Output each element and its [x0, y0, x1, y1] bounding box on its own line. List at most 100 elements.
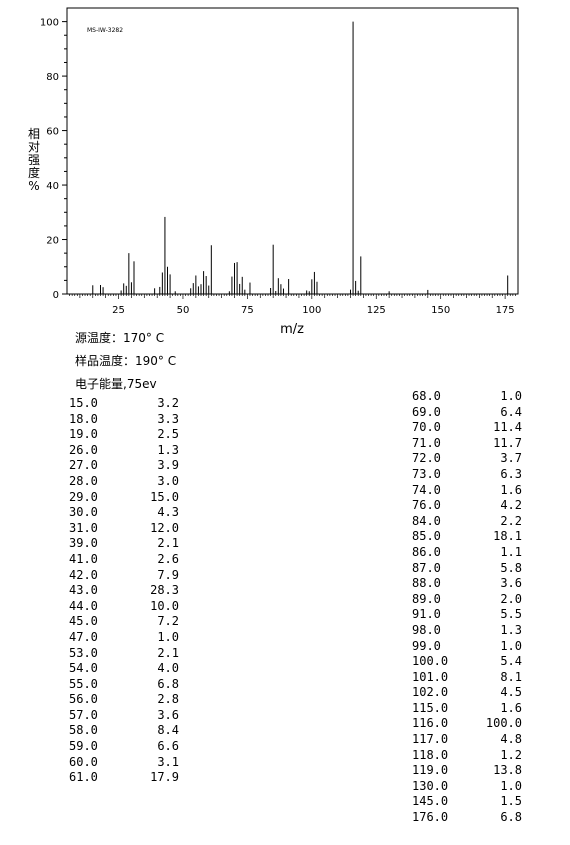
peak-abundance: 6.8	[157, 676, 179, 691]
peak-mz: 54.0	[69, 661, 98, 676]
peak-mz: 53.0	[69, 645, 98, 660]
x-tick-label: 75	[241, 305, 254, 316]
peak-table-right: 68.0 1.0 69.0 6.4 70.0 11.4 71.0 11.7 72.0 3.7 73.…	[412, 389, 522, 826]
peak-abundance: 4.5	[500, 685, 522, 700]
peak-row: 39.0 2.1	[69, 536, 179, 552]
peak-abundance: 1.0	[500, 638, 522, 653]
peak-row: 117.0 4.8	[412, 732, 522, 748]
peak-abundance: 2.5	[157, 427, 179, 442]
peak-abundance: 8.4	[157, 723, 179, 738]
peak-mz: 76.0	[412, 498, 441, 513]
peak-row: 88.0 3.6	[412, 576, 522, 592]
peak-row: 85.0 18.1	[412, 529, 522, 545]
peak-row: 42.0 7.9	[69, 568, 179, 584]
x-tick-label: 25	[112, 305, 125, 316]
peak-mz: 88.0	[412, 576, 441, 591]
x-tick-label: 100	[302, 305, 321, 316]
peak-abundance: 100.0	[485, 716, 522, 731]
peak-abundance: 1.2	[500, 747, 522, 762]
peak-abundance: 8.1	[500, 669, 522, 684]
peak-row: 44.0 10.0	[69, 599, 179, 615]
peak-row: 54.0 4.0	[69, 661, 179, 677]
peak-abundance: 3.2	[157, 396, 179, 410]
peak-abundance: 3.6	[500, 576, 522, 591]
peak-row: 53.0 2.1	[69, 646, 179, 662]
peak-mz: 39.0	[69, 536, 98, 551]
peak-row: 71.0 11.7	[412, 436, 522, 452]
peak-abundance: 1.0	[500, 778, 522, 793]
peak-mz: 130.0	[412, 778, 449, 793]
peak-mz: 176.0	[412, 810, 449, 825]
peak-mz: 60.0	[69, 754, 98, 769]
peak-row: 19.0 2.5	[69, 427, 179, 443]
peak-row: 115.0 1.6	[412, 701, 522, 717]
peak-row: 91.0 5.5	[412, 607, 522, 623]
peak-mz: 47.0	[69, 629, 98, 644]
peak-mz: 56.0	[69, 692, 98, 707]
peak-mz: 55.0	[69, 676, 98, 691]
y-axis: 0 20 40 60 80 100	[40, 18, 67, 301]
y-axis-label: 相对强度%	[27, 127, 40, 193]
peak-abundance: 2.2	[500, 513, 522, 528]
peak-mz: 26.0	[69, 442, 98, 457]
peak-mz: 91.0	[412, 607, 441, 622]
peak-mz: 115.0	[412, 700, 449, 715]
peak-mz: 18.0	[69, 411, 98, 426]
peak-abundance: 1.5	[500, 794, 522, 809]
peak-mz: 99.0	[412, 638, 441, 653]
plot-frame	[66, 7, 519, 295]
peak-mz: 102.0	[412, 685, 449, 700]
peak-row: 60.0 3.1	[69, 755, 179, 771]
spectrum-peaks	[92, 21, 509, 294]
peak-abundance: 3.9	[157, 458, 179, 473]
peak-abundance: 4.2	[500, 498, 522, 513]
electron-energy: 电子能量,75ev	[75, 377, 157, 391]
peak-mz: 116.0	[412, 716, 449, 731]
peak-row: 57.0 3.6	[69, 708, 179, 724]
peak-row: 87.0 5.8	[412, 561, 522, 577]
peak-mz: 28.0	[69, 473, 98, 488]
x-axis: 25 50 75 100 125 150 175	[69, 294, 516, 316]
peak-row: 29.0 15.0	[69, 490, 179, 506]
y-tick-label: 80	[46, 72, 59, 83]
peak-row: 130.0 1.0	[412, 779, 522, 795]
peak-row: 61.0 17.9	[69, 770, 179, 786]
peak-abundance: 6.6	[157, 739, 179, 754]
peak-mz: 31.0	[69, 520, 98, 535]
peak-mz: 145.0	[412, 794, 449, 809]
x-tick-label: 150	[431, 305, 450, 316]
peak-abundance: 28.3	[150, 583, 179, 598]
peak-row: 99.0 1.0	[412, 639, 522, 655]
peak-row: 176.0 6.8	[412, 810, 522, 826]
peak-mz: 30.0	[69, 505, 98, 520]
peak-abundance: 5.4	[500, 654, 522, 669]
peak-row: 84.0 2.2	[412, 514, 522, 530]
peak-mz: 61.0	[69, 770, 98, 785]
peak-mz: 41.0	[69, 551, 98, 566]
peak-mz: 57.0	[69, 707, 98, 722]
peak-row: 116.0 100.0	[412, 716, 522, 732]
peak-mz: 98.0	[412, 622, 441, 637]
peak-mz: 84.0	[412, 513, 441, 528]
peak-abundance: 1.6	[500, 482, 522, 497]
source-temperature: 源温度：170° C	[75, 331, 165, 345]
peak-abundance: 7.2	[157, 614, 179, 629]
peak-mz: 58.0	[69, 723, 98, 738]
peak-abundance: 3.0	[157, 473, 179, 488]
peak-row: 26.0 1.3	[69, 443, 179, 459]
peak-mz: 119.0	[412, 763, 449, 778]
peak-row: 73.0 6.3	[412, 467, 522, 483]
peak-row: 70.0 11.4	[412, 420, 522, 436]
peak-mz: 89.0	[412, 591, 441, 606]
peak-row: 86.0 1.1	[412, 545, 522, 561]
peak-row: 15.0 3.2	[69, 396, 179, 412]
peak-mz: 86.0	[412, 544, 441, 559]
peak-mz: 45.0	[69, 614, 98, 629]
peak-abundance: 10.0	[150, 598, 179, 613]
peak-mz: 29.0	[69, 489, 98, 504]
peak-abundance: 5.8	[500, 560, 522, 575]
peak-row: 47.0 1.0	[69, 630, 179, 646]
peak-row: 59.0 6.6	[69, 739, 179, 755]
peak-abundance: 15.0	[150, 489, 179, 504]
peak-mz: 71.0	[412, 435, 441, 450]
